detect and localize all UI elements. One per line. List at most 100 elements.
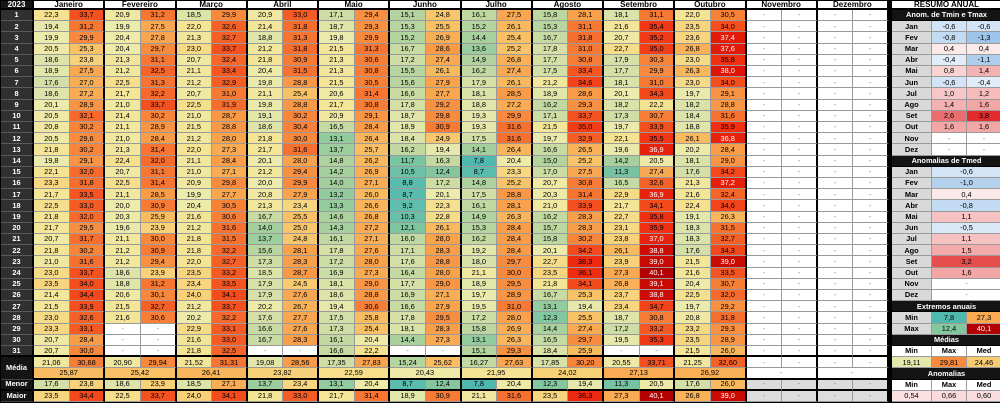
tmax-cell[interactable]: 32,7 bbox=[212, 256, 248, 268]
tmin-cell[interactable]: 18,1 bbox=[461, 88, 498, 100]
empty-cell[interactable]: - bbox=[782, 77, 818, 89]
tmax-cell[interactable]: 32,5 bbox=[212, 345, 248, 358]
tmax-cell[interactable]: 33,0 bbox=[283, 10, 319, 22]
tmin-cell[interactable]: 23,5 bbox=[176, 267, 213, 279]
tmin-cell[interactable]: 16,6 bbox=[390, 88, 426, 100]
tmin-cell[interactable]: 15,1 bbox=[461, 345, 498, 358]
empty-cell[interactable]: - bbox=[782, 10, 818, 22]
tmin-cell[interactable]: 18,0 bbox=[461, 256, 498, 268]
tmax-cell[interactable]: 33,9 bbox=[69, 301, 106, 313]
tmin-cell[interactable]: 14,4 bbox=[390, 334, 426, 346]
tmin-cell[interactable]: 16,0 bbox=[390, 233, 426, 246]
tmin-cell[interactable]: 17,2 bbox=[604, 323, 640, 335]
tmax-cell[interactable]: 27,9 bbox=[425, 301, 462, 313]
empty-cell[interactable]: - bbox=[817, 155, 854, 167]
tmax-cell[interactable]: 28,1 bbox=[283, 245, 319, 257]
tmax-cell[interactable]: 25,5 bbox=[425, 21, 462, 33]
tmin-cell[interactable]: 14,9 bbox=[461, 211, 498, 223]
tmin-cell[interactable]: 19,4 bbox=[34, 21, 70, 33]
tmax-cell[interactable]: 25,3 bbox=[568, 289, 604, 302]
tmax-cell[interactable]: 31,4 bbox=[140, 144, 177, 156]
tmin-cell[interactable]: 17,1 bbox=[532, 110, 569, 122]
tmin-cell[interactable]: 19,7 bbox=[604, 121, 640, 134]
tmax-cell[interactable]: 33,9 bbox=[568, 200, 604, 212]
tmin-cell[interactable]: 18,8 bbox=[675, 121, 711, 134]
tmax-cell[interactable]: 35,8 bbox=[710, 54, 747, 66]
tmax-cell[interactable]: 25,5 bbox=[283, 211, 319, 223]
menor-value[interactable]: 19,4 bbox=[568, 379, 604, 391]
tmax-cell[interactable]: 37,0 bbox=[639, 233, 676, 246]
tmax-cell[interactable]: 34,6 bbox=[568, 77, 604, 89]
tmax-cell[interactable]: 31,5 bbox=[212, 233, 248, 246]
tmax-cell[interactable]: 32,0 bbox=[69, 166, 106, 178]
empty-cell[interactable]: - bbox=[817, 144, 854, 156]
tmin-cell[interactable]: 21,0 bbox=[34, 256, 70, 268]
media-value[interactable]: 19,08 bbox=[247, 357, 284, 369]
tmin-cell[interactable]: 19,2 bbox=[461, 245, 498, 257]
tmax-cell[interactable]: 33,1 bbox=[69, 323, 106, 335]
tmin-cell[interactable]: 21,3 bbox=[319, 65, 355, 78]
tmin-cell[interactable]: 23,0 bbox=[675, 54, 711, 66]
extreme-tmax-value[interactable]: 40,1 bbox=[967, 323, 1000, 335]
tmin-cell[interactable]: 20,4 bbox=[105, 43, 141, 55]
tmin-cell[interactable]: 18,6 bbox=[34, 54, 70, 66]
empty-cell[interactable]: - bbox=[853, 133, 889, 145]
empty-cell[interactable]: - bbox=[746, 177, 783, 190]
tmin-cell[interactable]: 16,1 bbox=[319, 233, 355, 246]
tmax-cell[interactable]: 32,9 bbox=[568, 133, 604, 145]
empty-cell[interactable]: - bbox=[817, 222, 854, 234]
tmin-cell[interactable]: 18,6 bbox=[247, 121, 284, 134]
empty-cell[interactable]: - bbox=[782, 323, 818, 335]
empty-cell[interactable]: - bbox=[853, 301, 889, 313]
empty-cell[interactable]: - bbox=[967, 144, 1000, 156]
tmin-cell[interactable]: 19,5 bbox=[604, 334, 640, 346]
maior-value[interactable]: 34,4 bbox=[69, 390, 106, 402]
tmax-cell[interactable]: 29,9 bbox=[212, 10, 248, 22]
empty-cell[interactable]: - bbox=[853, 390, 889, 402]
tmax-cell[interactable]: 34,2 bbox=[568, 245, 604, 257]
tmax-cell[interactable]: 30,2 bbox=[568, 233, 604, 246]
empty-cell[interactable]: - bbox=[746, 200, 783, 212]
tmax-cell[interactable]: 16,3 bbox=[425, 155, 462, 167]
tmin-cell[interactable]: 21,7 bbox=[105, 88, 141, 100]
maior-value[interactable]: 40,1 bbox=[639, 390, 676, 402]
tmin-cell[interactable]: 20,8 bbox=[247, 189, 284, 201]
menor-value[interactable]: 26,0 bbox=[710, 379, 747, 391]
tmin-cell[interactable]: 21,2 bbox=[176, 77, 213, 89]
tmax-cell[interactable]: 34,1 bbox=[212, 289, 248, 302]
tmin-cell[interactable]: 18,5 bbox=[176, 10, 213, 22]
tmax-cell[interactable]: 29,3 bbox=[568, 99, 604, 111]
tmin-cell[interactable]: 21,4 bbox=[34, 289, 70, 302]
anomaly-value[interactable]: 3,8 bbox=[967, 110, 1000, 122]
tmin-cell[interactable]: 21,7 bbox=[34, 189, 70, 201]
tmax-cell[interactable]: 22,8 bbox=[425, 211, 462, 223]
tmax-cell[interactable]: 31,8 bbox=[283, 43, 319, 55]
tmax-cell[interactable]: 25,2 bbox=[497, 177, 533, 190]
tmin-cell[interactable]: 16,6 bbox=[319, 345, 355, 358]
tmin-cell[interactable]: 15,6 bbox=[390, 77, 426, 89]
tmax-cell[interactable]: 23,9 bbox=[140, 267, 177, 279]
tmin-cell[interactable]: 16,2 bbox=[532, 99, 569, 111]
tmax-cell[interactable]: 32,0 bbox=[69, 211, 106, 223]
anomaly-value[interactable]: 1,0 bbox=[932, 88, 967, 100]
empty-cell[interactable]: - bbox=[817, 21, 854, 33]
tmax-cell[interactable]: 37,4 bbox=[710, 32, 747, 44]
tmax-cell[interactable]: 31,0 bbox=[639, 77, 676, 89]
tmax-cell[interactable]: 36,9 bbox=[639, 144, 676, 156]
tmin-cell[interactable]: 20,7 bbox=[176, 88, 213, 100]
tmin-cell[interactable]: 13,2 bbox=[319, 189, 355, 201]
tmin-cell[interactable]: 21,2 bbox=[247, 166, 284, 178]
tmax-cell[interactable]: 33,7 bbox=[212, 43, 248, 55]
tmin-cell[interactable]: 17,0 bbox=[532, 166, 569, 178]
tmin-cell[interactable]: 13,7 bbox=[319, 144, 355, 156]
tmin-cell[interactable]: 15,2 bbox=[390, 32, 426, 44]
tmax-cell[interactable]: 29,5 bbox=[425, 312, 462, 324]
tmin-cell[interactable]: 21,2 bbox=[105, 65, 141, 78]
empty-cell[interactable]: - bbox=[782, 245, 818, 257]
tmax-cell[interactable]: 32,4 bbox=[710, 189, 747, 201]
tmax-cell[interactable]: 28,4 bbox=[497, 245, 533, 257]
tmax-cell[interactable]: 29,4 bbox=[140, 256, 177, 268]
empty-cell[interactable]: - bbox=[853, 211, 889, 223]
annual-anomaly-value[interactable]: 0,54 bbox=[892, 390, 932, 402]
anomaly-value[interactable]: 1,6 bbox=[967, 121, 1000, 134]
